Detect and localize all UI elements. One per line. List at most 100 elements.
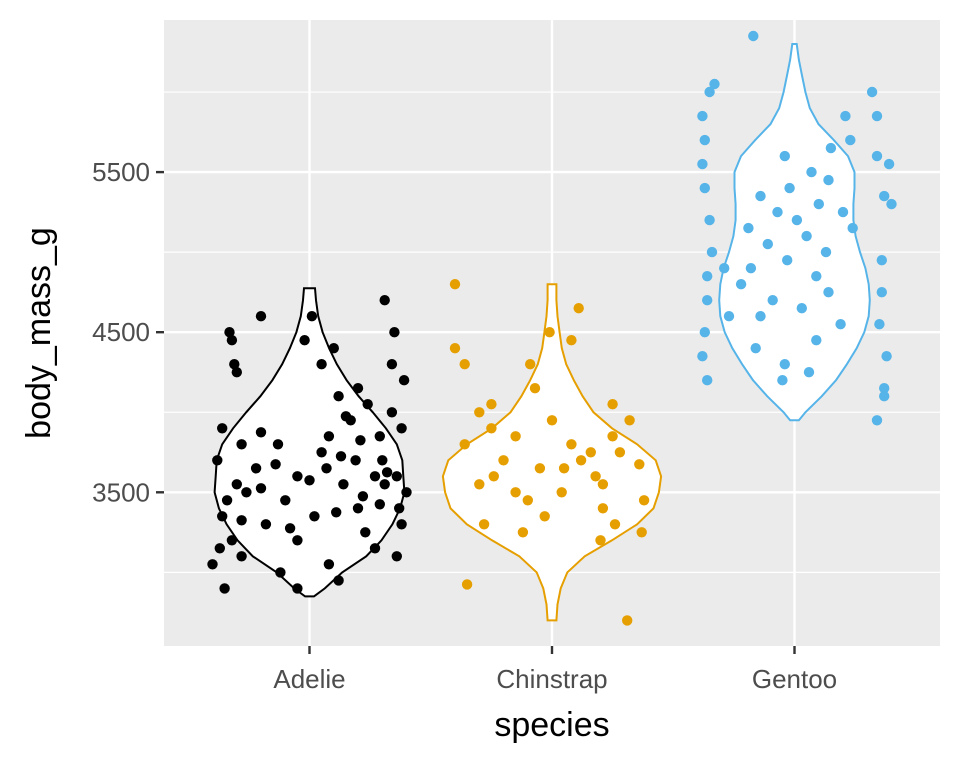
y-axis: 3500 4500 5500 xyxy=(92,157,164,507)
point-adelie xyxy=(292,535,303,546)
point-chinstrap xyxy=(566,439,577,450)
point-adelie xyxy=(226,335,238,346)
point-chinstrap xyxy=(544,327,555,338)
point-chinstrap xyxy=(558,463,570,474)
point-chinstrap xyxy=(474,407,485,418)
point-chinstrap xyxy=(636,527,647,538)
point-chinstrap xyxy=(449,279,461,290)
point-gentoo xyxy=(699,327,710,338)
point-adelie xyxy=(229,359,240,370)
point-adelie xyxy=(321,463,332,474)
point-chinstrap xyxy=(539,511,550,522)
point-chinstrap xyxy=(590,471,601,482)
point-gentoo xyxy=(866,86,878,98)
point-gentoo xyxy=(735,279,747,290)
x-tick-label: Adelie xyxy=(273,664,345,694)
point-gentoo xyxy=(750,343,761,354)
point-adelie xyxy=(369,471,381,482)
point-gentoo xyxy=(777,375,788,386)
point-adelie xyxy=(323,559,335,570)
point-adelie xyxy=(357,491,369,502)
point-chinstrap xyxy=(609,519,621,530)
point-adelie xyxy=(316,359,327,370)
y-tick-label: 3500 xyxy=(92,477,150,507)
point-gentoo xyxy=(697,158,708,170)
point-chinstrap xyxy=(556,487,567,498)
point-chinstrap xyxy=(534,463,546,474)
point-adelie xyxy=(374,431,385,442)
point-adelie xyxy=(340,411,352,422)
point-chinstrap xyxy=(461,579,473,590)
point-gentoo xyxy=(755,311,766,322)
point-gentoo xyxy=(719,263,730,274)
point-gentoo xyxy=(876,287,887,298)
point-gentoo xyxy=(745,263,757,274)
x-tick-label: Chinstrap xyxy=(496,664,607,694)
point-chinstrap xyxy=(634,459,645,470)
point-adelie xyxy=(241,487,252,498)
point-adelie xyxy=(391,471,402,482)
point-gentoo xyxy=(840,110,851,122)
point-adelie xyxy=(396,519,407,530)
point-adelie xyxy=(299,335,310,346)
point-adelie xyxy=(316,447,327,458)
point-chinstrap xyxy=(510,431,521,442)
point-adelie xyxy=(275,567,286,578)
point-gentoo xyxy=(791,214,803,226)
point-chinstrap xyxy=(597,479,609,490)
point-gentoo xyxy=(820,246,832,258)
point-adelie xyxy=(323,431,335,442)
x-tick-label: Gentoo xyxy=(752,664,837,694)
point-chinstrap xyxy=(486,423,497,434)
point-chinstrap xyxy=(522,495,533,506)
point-chinstrap xyxy=(573,303,584,314)
point-gentoo xyxy=(697,351,708,362)
point-adelie xyxy=(231,367,242,378)
y-tick-label: 4500 xyxy=(92,317,150,347)
point-adelie xyxy=(379,479,390,490)
point-adelie xyxy=(352,383,364,394)
point-gentoo xyxy=(886,198,897,210)
point-gentoo xyxy=(811,335,822,346)
point-adelie xyxy=(255,483,267,494)
point-adelie xyxy=(331,507,342,518)
point-adelie xyxy=(374,499,385,510)
point-adelie xyxy=(401,487,412,498)
point-gentoo xyxy=(871,150,883,162)
point-gentoo xyxy=(772,206,783,218)
point-adelie xyxy=(396,423,407,434)
point-chinstrap xyxy=(510,487,521,498)
point-chinstrap xyxy=(566,335,577,346)
point-gentoo xyxy=(743,222,754,234)
point-adelie xyxy=(217,511,228,522)
point-adelie xyxy=(292,471,303,482)
point-adelie xyxy=(304,475,315,486)
point-gentoo xyxy=(709,78,720,90)
point-adelie xyxy=(207,559,218,570)
x-axis: Adelie Chinstrap Gentoo xyxy=(273,646,837,694)
point-adelie xyxy=(360,527,371,538)
point-chinstrap xyxy=(607,431,618,442)
point-gentoo xyxy=(801,230,812,242)
point-chinstrap xyxy=(614,447,626,458)
point-gentoo xyxy=(879,383,890,394)
point-adelie xyxy=(352,503,364,514)
point-adelie xyxy=(280,495,291,506)
point-adelie xyxy=(338,479,349,490)
point-gentoo xyxy=(755,190,766,202)
point-adelie xyxy=(255,311,267,322)
point-gentoo xyxy=(748,30,759,42)
point-gentoo xyxy=(871,415,883,426)
point-gentoo xyxy=(723,311,735,322)
point-gentoo xyxy=(811,271,822,282)
point-chinstrap xyxy=(486,399,497,410)
point-gentoo xyxy=(704,86,715,98)
point-adelie xyxy=(333,575,344,586)
point-adelie xyxy=(362,399,373,410)
point-adelie xyxy=(236,439,247,450)
point-adelie xyxy=(394,503,405,514)
point-chinstrap xyxy=(498,455,509,466)
point-chinstrap xyxy=(488,471,499,482)
point-gentoo xyxy=(847,222,858,234)
point-chinstrap xyxy=(546,415,558,426)
